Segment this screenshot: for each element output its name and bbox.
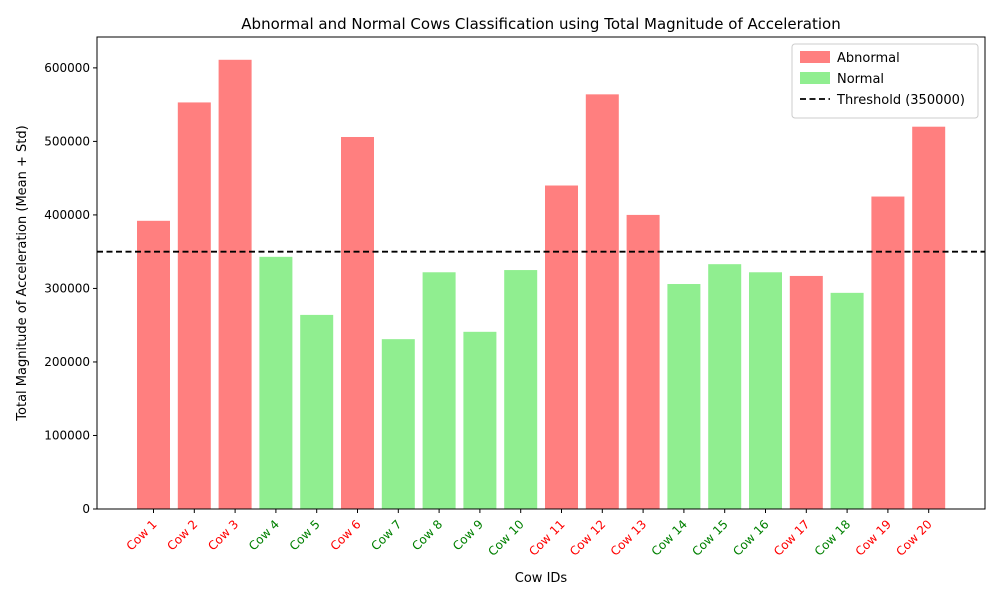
bar-cow-8: [422, 272, 456, 509]
x-tick-label: Cow 18: [812, 517, 853, 558]
x-tick-label: Cow 14: [649, 517, 690, 558]
bar-cow-1: [137, 220, 170, 509]
bar-cow-15: [708, 264, 742, 509]
y-axis: 0 100000 200000 300000 400000 500000 600000: [44, 61, 97, 516]
x-tick-label: Cow 8: [409, 517, 445, 553]
y-tick-label: 600000: [44, 61, 90, 75]
bar-cow-12: [585, 94, 619, 509]
x-tick-label: Cow 5: [287, 517, 323, 553]
x-tick-label: Cow 13: [608, 517, 649, 558]
y-tick-label: 500000: [44, 134, 90, 148]
legend: Abnormal Normal Threshold (350000): [791, 43, 979, 119]
bar-cow-20: [912, 126, 946, 509]
x-tick-label: Cow 15: [689, 517, 730, 558]
y-axis-label: Total Magnitude of Acceleration (Mean + …: [15, 125, 30, 421]
y-tick-label: 400000: [44, 208, 90, 222]
legend-swatch-normal: [800, 72, 830, 84]
bar-cow-3: [218, 59, 252, 509]
bar-cow-2: [177, 102, 211, 510]
bar-cow-11: [545, 185, 578, 509]
x-tick-label: Cow 20: [893, 517, 934, 558]
x-tick-label: Cow 1: [124, 517, 160, 553]
legend-label: Threshold (350000): [836, 93, 965, 108]
bar-cow-10: [504, 270, 538, 509]
x-tick-label: Cow 3: [205, 517, 241, 553]
bar-cow-19: [871, 196, 905, 509]
bar-cow-5: [300, 314, 334, 509]
bar-cow-14: [667, 284, 701, 509]
bar-cow-18: [830, 292, 864, 509]
y-tick-label: 300000: [44, 281, 90, 295]
x-tick-label: Cow 12: [567, 517, 608, 558]
bar-cow-17: [789, 275, 823, 509]
x-tick-label: Cow 4: [246, 517, 282, 553]
x-axis-label: Cow IDs: [515, 571, 568, 586]
x-tick-label: Cow 17: [771, 517, 812, 558]
chart-title: Abnormal and Normal Cows Classification …: [241, 15, 840, 33]
x-tick-label: Cow 9: [450, 517, 486, 553]
plot-frame: [96, 36, 986, 510]
x-axis: Cow 1 Cow 2 Cow 3 Cow 4 Cow 5 Cow 6 Cow 7 Cow 8…: [124, 509, 935, 559]
y-tick-label: 0: [82, 502, 90, 516]
legend-swatch-abnormal: [800, 51, 830, 63]
x-tick-label: Cow 7: [368, 517, 404, 553]
x-tick-label: Cow 16: [730, 517, 771, 558]
x-tick-label: Cow 19: [853, 517, 894, 558]
bar-cow-4: [259, 256, 293, 509]
bar-cow-13: [626, 214, 660, 509]
x-tick-label: Cow 10: [485, 517, 526, 558]
legend-label: Abnormal: [837, 51, 900, 66]
bar-cow-7: [381, 339, 415, 509]
x-tick-label: Cow 6: [328, 517, 364, 553]
bar-cow-6: [341, 136, 374, 509]
legend-box: [791, 43, 979, 119]
y-tick-label: 100000: [44, 428, 90, 442]
x-tick-label: Cow 11: [526, 517, 567, 558]
bars-group: [137, 59, 946, 510]
x-tick-label: Cow 2: [164, 517, 200, 553]
y-tick-label: 200000: [44, 355, 90, 369]
bar-cow-9: [463, 331, 497, 509]
legend-label: Normal: [837, 72, 884, 87]
bar-cow-16: [749, 272, 782, 509]
